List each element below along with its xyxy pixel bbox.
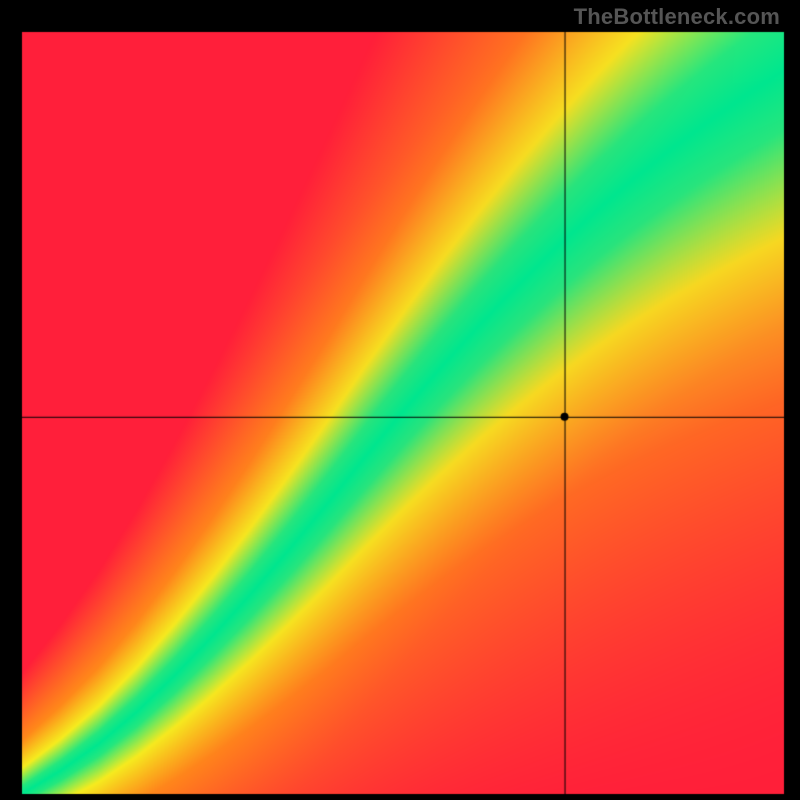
bottleneck-heatmap bbox=[0, 0, 800, 800]
chart-container: TheBottleneck.com bbox=[0, 0, 800, 800]
watermark-text: TheBottleneck.com bbox=[574, 4, 780, 30]
